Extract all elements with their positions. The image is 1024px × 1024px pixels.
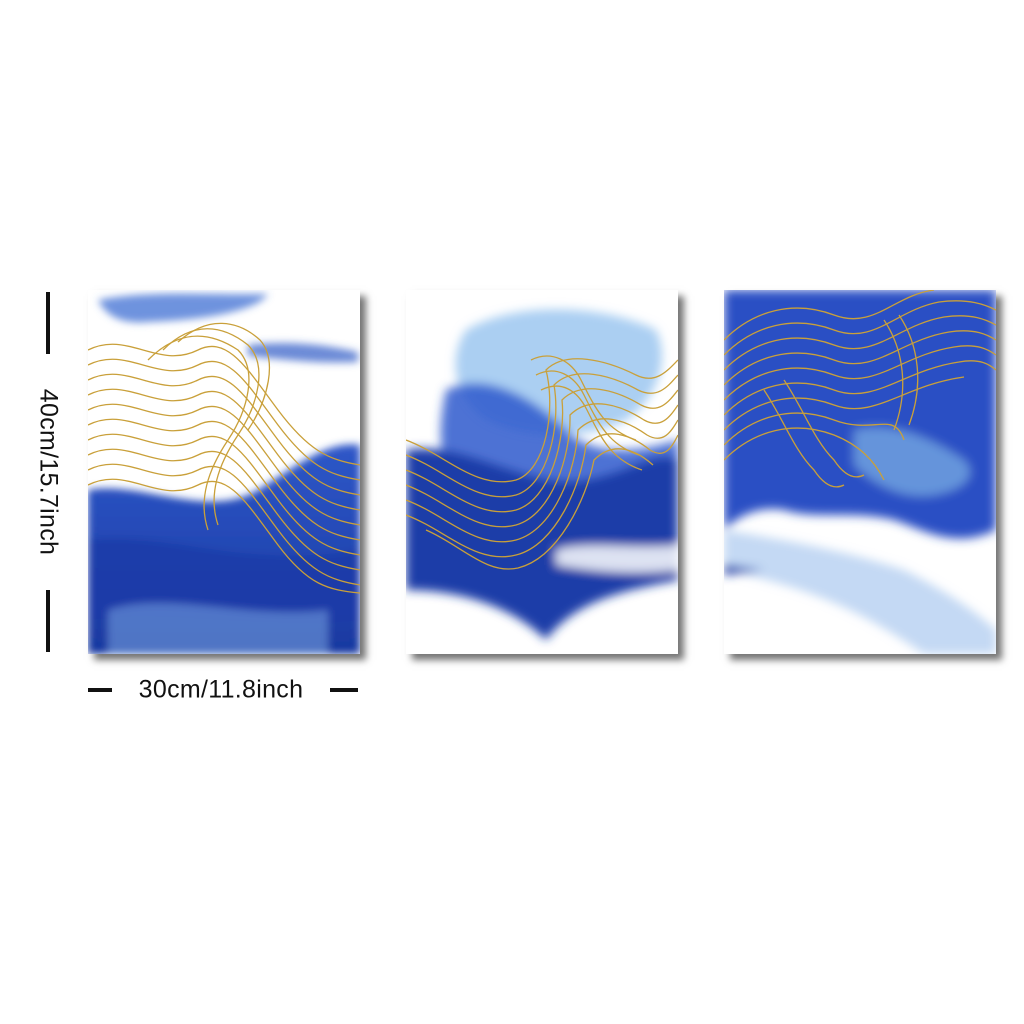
panel-right-artwork — [724, 290, 996, 654]
width-dimension-label: 30cm/11.8inch — [138, 675, 304, 704]
art-panel-middle — [406, 290, 678, 654]
gold-line-waves — [406, 355, 678, 570]
height-dimension-line-bottom — [46, 590, 50, 652]
gold-line-waves — [88, 322, 360, 594]
panel-middle-artwork — [406, 290, 678, 654]
art-panel-right — [724, 290, 996, 654]
height-dimension-line-top — [46, 292, 50, 354]
width-dimension-line-right — [330, 688, 358, 692]
height-dimension-label: 40cm/15.7inch — [34, 388, 63, 556]
gold-line-waves — [724, 290, 996, 488]
width-dimension-line-left — [88, 688, 112, 692]
art-panel-left — [88, 290, 360, 654]
panel-left-artwork — [88, 290, 360, 654]
